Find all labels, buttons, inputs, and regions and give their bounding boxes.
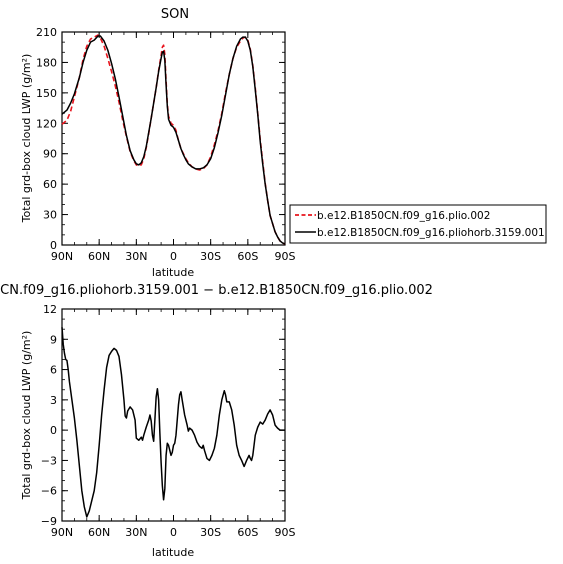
y-tick-label: 210 [36,26,57,39]
x-tick-label: 60S [237,250,258,263]
panel-1-title: SON [161,7,189,22]
panel-difference: b.e12.B1850CN.f09_g16.pliohorb.3159.001 … [0,283,433,559]
y-tick-label: 30 [43,209,57,222]
y-tick-label: 9 [50,333,57,346]
x-tick-label: 30N [125,250,147,263]
x-tick-label: 30S [200,250,221,263]
y-tick-label: 90 [43,148,57,161]
x-tick-label: 30S [200,526,221,539]
panel-1-y-axis-label: Total grd-box cloud LWP (g/m²) [20,54,33,224]
y-tick-label: −3 [41,454,57,467]
y-tick-label: 120 [36,117,57,130]
x-tick-label: 90N [51,250,73,263]
panel-2-x-axis: 90N 60N 30N 0 30S 60S 90S [51,309,296,539]
panel-1-x-axis: 90N 60N 30N 0 30S 60S 90S [51,32,296,263]
series-line-2 [61,35,286,245]
panel-2-y-axis-label: Total grd-box cloud LWP (g/m²) [20,331,33,501]
x-tick-label: 90S [275,250,296,263]
series-line-1 [61,34,286,245]
y-tick-label: 6 [50,364,57,377]
panel-1-x-axis-label: latitude [152,266,194,279]
y-tick-label: 150 [36,87,57,100]
panel-1-y-axis: 0 30 60 90 120 150 180 210 [36,26,285,252]
y-tick-label: 0 [50,424,57,437]
x-tick-label: 60N [88,526,110,539]
y-tick-label: 0 [50,239,57,252]
legend-label-series-2: b.e12.B1850CN.f09_g16.pliohorb.3159.001 [317,227,545,239]
x-tick-label: 0 [170,526,177,539]
x-tick-label: 90N [51,526,73,539]
legend-label-series-1: b.e12.B1850CN.f09_g16.plio.002 [317,210,490,222]
panel-2-frame [61,308,286,522]
panel-2-series [61,327,285,518]
panel-1-series [61,34,286,245]
x-tick-label: 0 [170,250,177,263]
y-tick-label: 60 [43,178,57,191]
legend: b.e12.B1850CN.f09_g16.plio.002 b.e12.B18… [289,204,547,244]
y-tick-label: −6 [41,485,57,498]
y-tick-label: 12 [43,303,57,316]
x-tick-label: 30N [125,526,147,539]
panel-2-y-axis: −9 −6 −3 0 3 6 9 12 [41,303,285,528]
panel-2-title: b.e12.B1850CN.f09_g16.pliohorb.3159.001 … [0,283,433,298]
x-tick-label: 60S [237,526,258,539]
y-tick-label: −9 [41,515,57,528]
y-tick-label: 180 [36,56,57,69]
x-tick-label: 60N [88,250,110,263]
panel-2-x-axis-label: latitude [152,546,194,559]
series-line-1 [61,327,285,518]
panel-1-frame [61,31,286,246]
legend-box [289,204,547,244]
panel-son-lwp: SON 90N 60N 30N 0 30S 60S 90S 0 30 60 90 120 150 180… [20,7,547,279]
x-tick-label: 90S [275,526,296,539]
y-tick-label: 3 [50,394,57,407]
